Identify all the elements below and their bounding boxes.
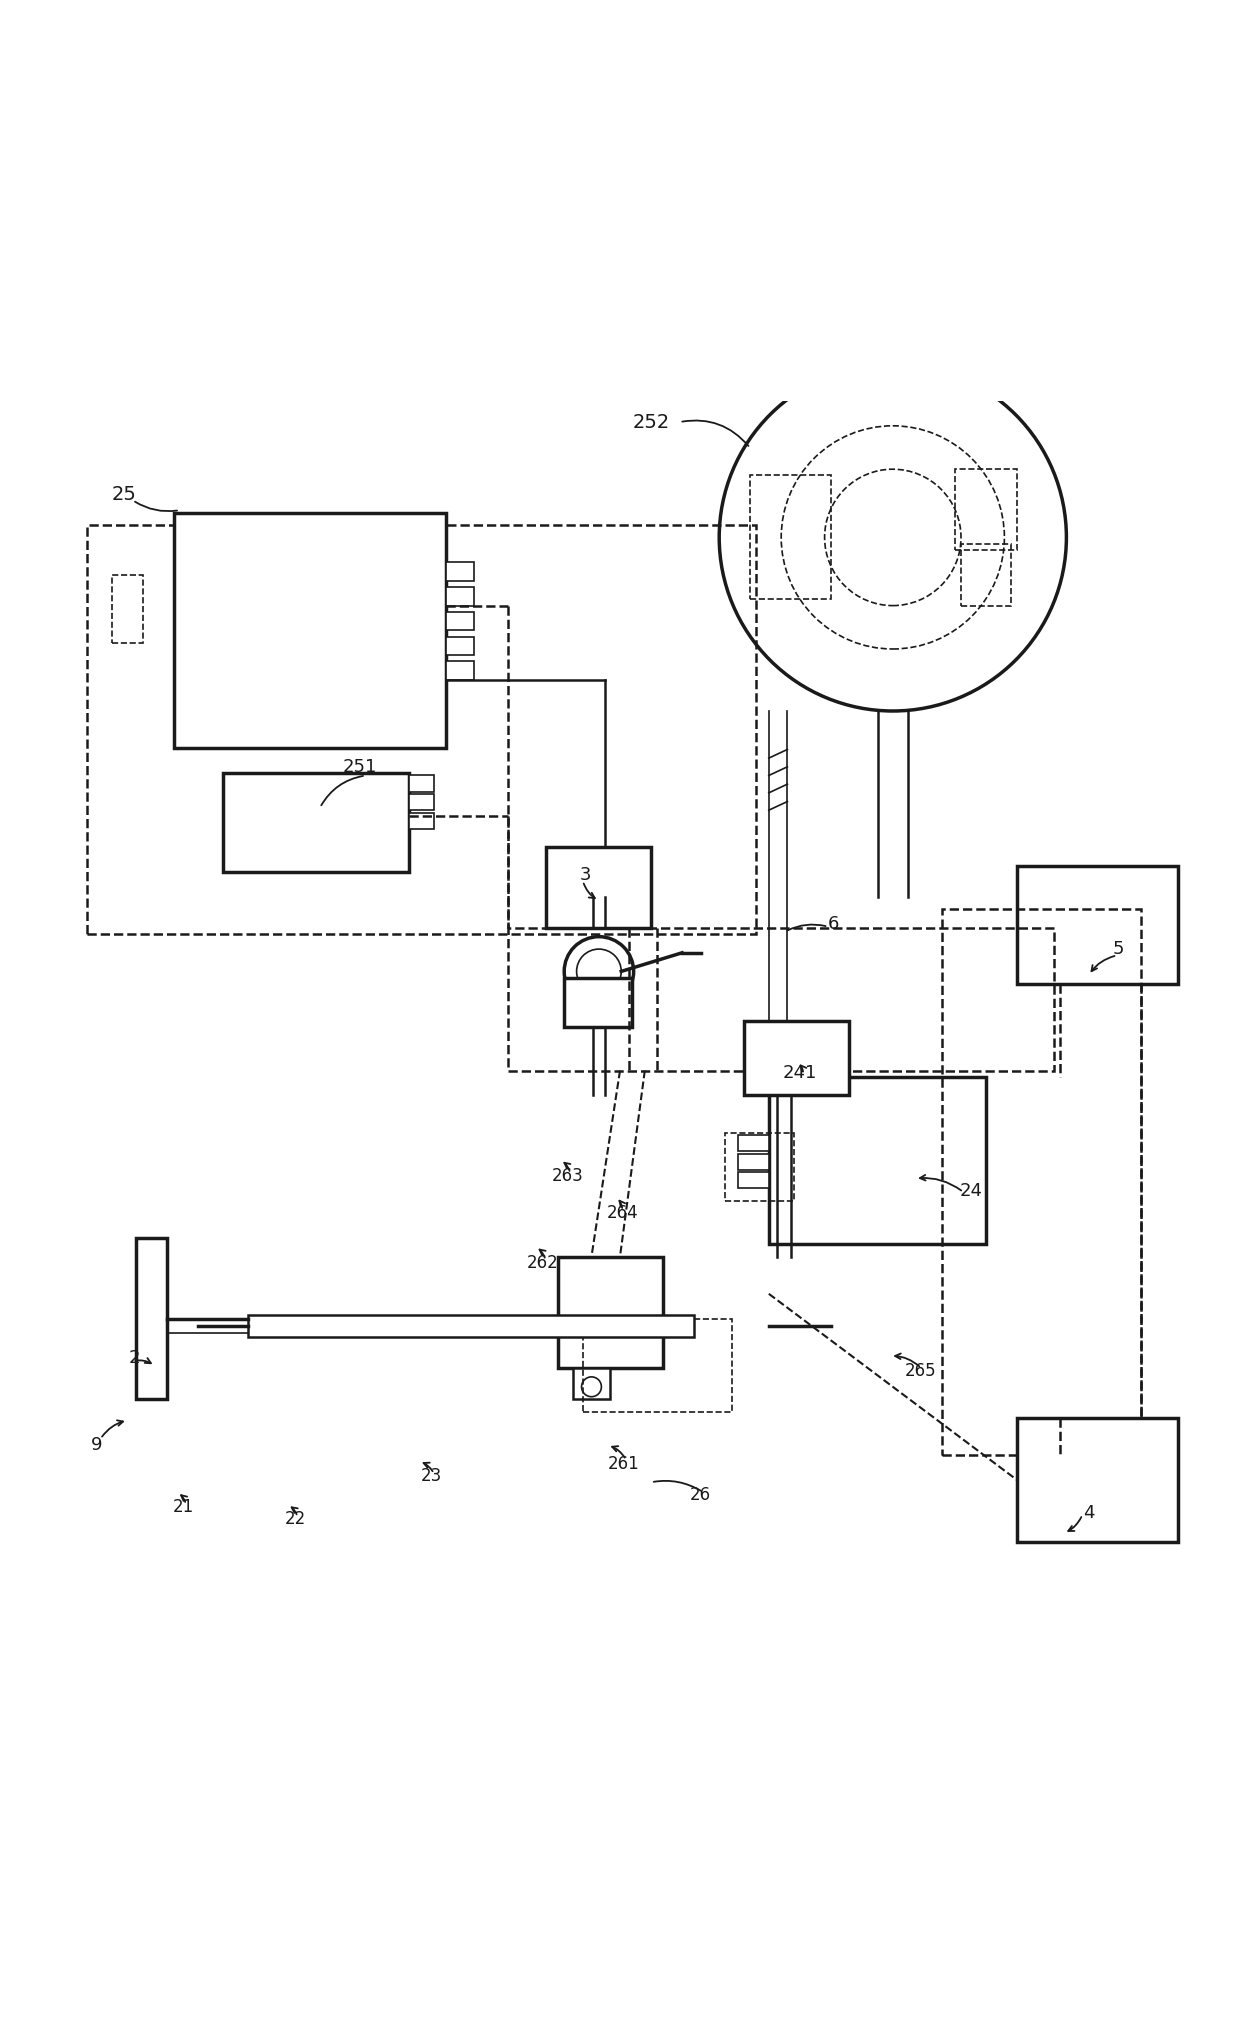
Bar (409, 813, 434, 829)
Bar (1017, 1417, 1178, 1542)
Text: 251: 251 (342, 758, 377, 776)
Bar (769, 1076, 986, 1244)
Text: 22: 22 (284, 1511, 306, 1529)
Text: 3: 3 (579, 866, 591, 884)
Bar (136, 1237, 167, 1399)
Bar (744, 1021, 849, 1095)
Bar (558, 1256, 663, 1368)
Text: 262: 262 (527, 1254, 559, 1272)
Bar (223, 774, 409, 872)
Bar (446, 562, 474, 580)
Text: 261: 261 (608, 1454, 640, 1472)
Text: 264: 264 (606, 1205, 639, 1223)
Bar (409, 794, 434, 811)
Text: 23: 23 (420, 1466, 443, 1485)
Bar (573, 1368, 610, 1399)
Bar (738, 1154, 769, 1170)
Bar (446, 637, 474, 655)
Bar (725, 1133, 794, 1201)
Bar (1017, 866, 1178, 984)
Bar (446, 662, 474, 680)
Bar (87, 525, 756, 933)
Text: 4: 4 (1083, 1505, 1095, 1521)
Bar (738, 1172, 769, 1188)
Text: 263: 263 (552, 1166, 584, 1184)
Circle shape (577, 950, 621, 994)
Bar (583, 1319, 732, 1411)
Text: 21: 21 (172, 1499, 195, 1515)
Bar (564, 978, 632, 1027)
Circle shape (719, 363, 1066, 711)
Text: 25: 25 (112, 484, 136, 504)
Bar (112, 574, 143, 643)
Text: 265: 265 (904, 1362, 936, 1380)
Text: 5: 5 (1112, 939, 1125, 958)
Circle shape (564, 937, 634, 1007)
Text: 241: 241 (782, 1064, 817, 1082)
Text: 26: 26 (689, 1487, 712, 1503)
Bar (955, 470, 1017, 549)
Bar (446, 586, 474, 606)
Text: 9: 9 (91, 1436, 103, 1454)
Text: 6: 6 (827, 915, 839, 933)
Bar (446, 613, 474, 631)
Text: 2: 2 (128, 1350, 140, 1368)
Bar (546, 847, 651, 927)
Text: 252: 252 (632, 412, 670, 431)
Circle shape (582, 1376, 601, 1397)
Bar (508, 927, 1054, 1070)
Bar (248, 1315, 694, 1338)
Text: 24: 24 (960, 1182, 982, 1201)
Bar (738, 1135, 769, 1152)
Bar (942, 909, 1141, 1456)
Bar (961, 543, 1011, 606)
Bar (409, 776, 434, 792)
Bar (174, 513, 446, 747)
Bar (750, 476, 831, 600)
